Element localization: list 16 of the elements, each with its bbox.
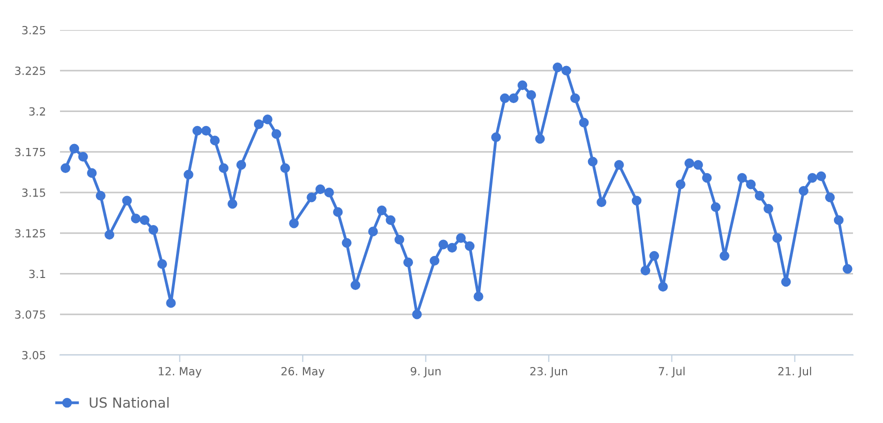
- legend-label: US National: [90, 397, 169, 408]
- y-tick-label: 3.225: [15, 66, 46, 76]
- y-tick-label: 3.15: [22, 188, 46, 197]
- y-tick-label: 3.2: [29, 107, 45, 116]
- y-tick-label: 3.175: [15, 148, 46, 156]
- x-tick-label: 7. Jul: [658, 366, 684, 378]
- y-tick-label: 3.075: [15, 310, 46, 319]
- y-tick-label: 3.1: [29, 270, 46, 278]
- x-tick-label: 12. May: [158, 367, 202, 378]
- y-tick-label: 3.125: [15, 229, 46, 238]
- x-tick-label: 9. Jun: [410, 367, 441, 378]
- x-tick-label: 23. Jun: [530, 367, 568, 378]
- x-tick-label: 26. May: [281, 367, 324, 378]
- y-tick-label: 3.25: [22, 26, 46, 34]
- x-tick-label: 21. Jul: [778, 366, 812, 378]
- y-tick-label: 3.05: [22, 350, 46, 360]
